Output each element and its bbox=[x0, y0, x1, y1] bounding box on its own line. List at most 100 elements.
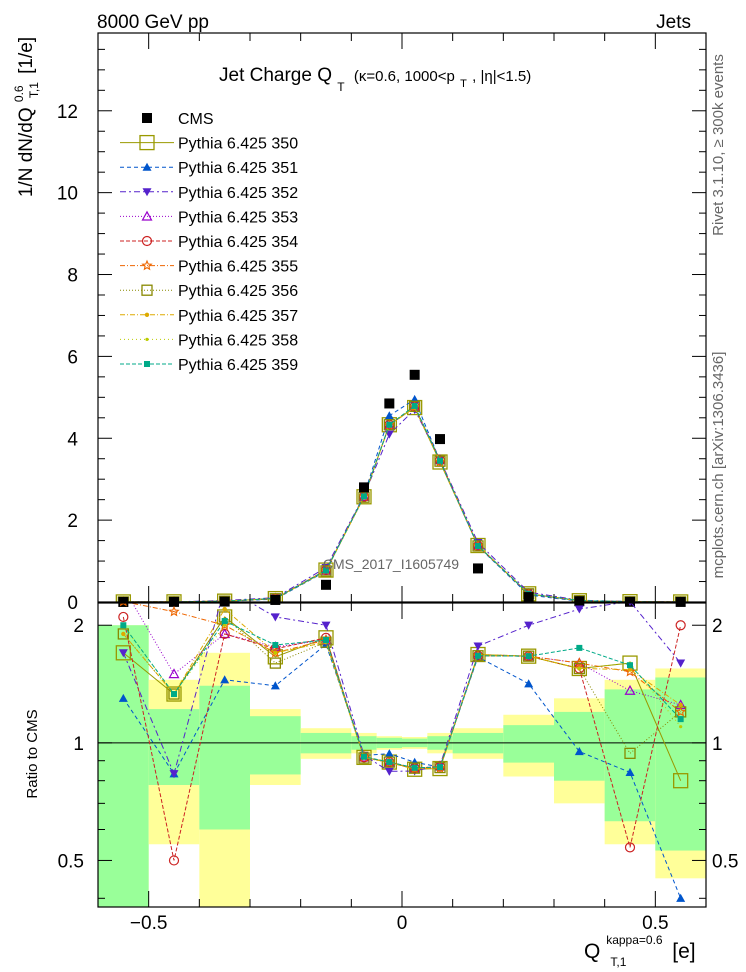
series-8 bbox=[121, 405, 683, 602]
series-point bbox=[475, 542, 481, 549]
ratio-point bbox=[525, 653, 532, 660]
chart-title: Jet Charge Q T (κ=0.6, 1000<p T , |η|<1.… bbox=[219, 65, 531, 96]
ratio-point bbox=[574, 747, 584, 756]
series-point bbox=[318, 562, 334, 578]
series-line bbox=[123, 406, 681, 602]
ratio-tick-label-right: 1 bbox=[712, 734, 723, 755]
y-tick-label: 2 bbox=[67, 511, 78, 532]
x-axis-label-unit: [e] bbox=[672, 940, 695, 963]
ratio-point bbox=[120, 622, 127, 629]
cms-band-inner bbox=[98, 625, 149, 907]
series-line bbox=[123, 405, 681, 602]
ratio-point bbox=[524, 621, 534, 630]
y-tick-label: 6 bbox=[67, 347, 78, 368]
ratio-point bbox=[356, 749, 372, 766]
legend-label: Pythia 6.425 358 bbox=[178, 332, 298, 349]
cms-point bbox=[409, 369, 420, 380]
ratio-point bbox=[624, 842, 636, 853]
ratio-point bbox=[434, 762, 446, 773]
ratio-point bbox=[270, 613, 280, 622]
cms-point bbox=[473, 563, 483, 574]
legend-label: Pythia 6.425 353 bbox=[178, 209, 298, 226]
ratio-point bbox=[168, 668, 180, 679]
series-line bbox=[123, 398, 681, 602]
series-line bbox=[123, 405, 681, 602]
legend-label: Pythia 6.425 351 bbox=[178, 160, 298, 177]
ratio-point bbox=[628, 603, 632, 607]
ratio-point bbox=[223, 623, 227, 627]
ratio-point bbox=[384, 749, 394, 758]
ratio-point bbox=[627, 667, 633, 672]
y-tick-label: 0 bbox=[67, 593, 78, 614]
header-right: Jets bbox=[656, 12, 691, 33]
ratio-point bbox=[219, 619, 231, 631]
series-point bbox=[384, 411, 394, 420]
ratio-point bbox=[219, 628, 230, 640]
ratio-point bbox=[222, 606, 227, 612]
ratio-point bbox=[321, 621, 331, 630]
chart-title-main: Jet Charge Q bbox=[219, 65, 332, 86]
ratio-tick-label-left: 0.5 bbox=[58, 851, 84, 872]
series-point bbox=[409, 400, 421, 412]
mcplots-label: mcplots.cern.ch [arXiv:1306.3436] bbox=[710, 352, 727, 579]
legend-label: Pythia 6.425 352 bbox=[178, 185, 298, 202]
ratio-point bbox=[473, 642, 483, 651]
ratio-point bbox=[676, 659, 686, 668]
series-line bbox=[123, 406, 681, 602]
header-left: 8000 GeV pp bbox=[97, 12, 209, 33]
chart-title-rest-sub: T bbox=[460, 78, 467, 90]
cms-band-inner bbox=[503, 725, 554, 763]
ratio-tick-label-right: 2 bbox=[712, 616, 723, 637]
ratio-point bbox=[383, 756, 395, 768]
series-line bbox=[123, 408, 681, 602]
ratio-point bbox=[118, 611, 129, 623]
y-axis-label-sup: 0.6 bbox=[12, 85, 26, 102]
chart-title-tail: , |η|<1.5) bbox=[472, 68, 531, 85]
legend-marker bbox=[145, 337, 149, 341]
legend: CMS Pythia 6.425 350 Pythia 6.425 351 Pythi… bbox=[120, 111, 298, 374]
ratio-line bbox=[122, 616, 681, 769]
ratio-line bbox=[122, 603, 682, 776]
x-axis-label-main: Q bbox=[584, 940, 600, 963]
ratio-point bbox=[168, 688, 180, 700]
cms-point bbox=[384, 398, 395, 409]
ratio-point bbox=[386, 759, 393, 766]
ratio-point bbox=[168, 605, 180, 617]
legend-marker bbox=[142, 162, 152, 171]
cms-point bbox=[359, 482, 369, 493]
ratio-point bbox=[117, 628, 129, 640]
series-4 bbox=[118, 401, 686, 602]
series-point bbox=[434, 455, 446, 467]
x-tick-label: 0.5 bbox=[642, 913, 668, 934]
rivet-label: Rivet 3.1.10, ≥ 300k events bbox=[710, 54, 727, 236]
series-1 bbox=[120, 394, 684, 602]
series-point bbox=[470, 537, 486, 554]
ratio-point bbox=[323, 636, 329, 643]
cms-point bbox=[435, 434, 445, 445]
series-9 bbox=[120, 402, 684, 602]
ratio-point bbox=[171, 691, 177, 698]
series-point bbox=[361, 493, 367, 500]
cms-band-inner bbox=[554, 711, 605, 781]
series-7 bbox=[121, 405, 683, 602]
series-point bbox=[320, 565, 332, 577]
cms-point bbox=[321, 579, 331, 590]
ratio-line bbox=[122, 624, 682, 770]
ratio-series-9 bbox=[120, 618, 684, 771]
ratio-point bbox=[524, 679, 534, 688]
series-2 bbox=[118, 406, 686, 602]
y-axis-label-unit: [1/e] bbox=[16, 37, 37, 74]
ratio-point bbox=[678, 702, 683, 708]
ratio-point bbox=[361, 753, 367, 760]
watermark: CMS_2017_I1605749 bbox=[323, 556, 459, 572]
ratio-point bbox=[573, 657, 585, 668]
legend-marker bbox=[141, 284, 153, 296]
ratio-point bbox=[221, 618, 228, 625]
x-axis-label: Q kappa=0.6 T,1 [e] bbox=[584, 926, 696, 971]
legend-marker bbox=[142, 188, 152, 197]
legend-marker bbox=[144, 312, 150, 317]
ratio-point bbox=[270, 681, 280, 690]
ratio-point bbox=[411, 764, 418, 771]
ratio-point bbox=[625, 767, 635, 777]
y-axis-label-sub: T,1 bbox=[27, 82, 41, 98]
